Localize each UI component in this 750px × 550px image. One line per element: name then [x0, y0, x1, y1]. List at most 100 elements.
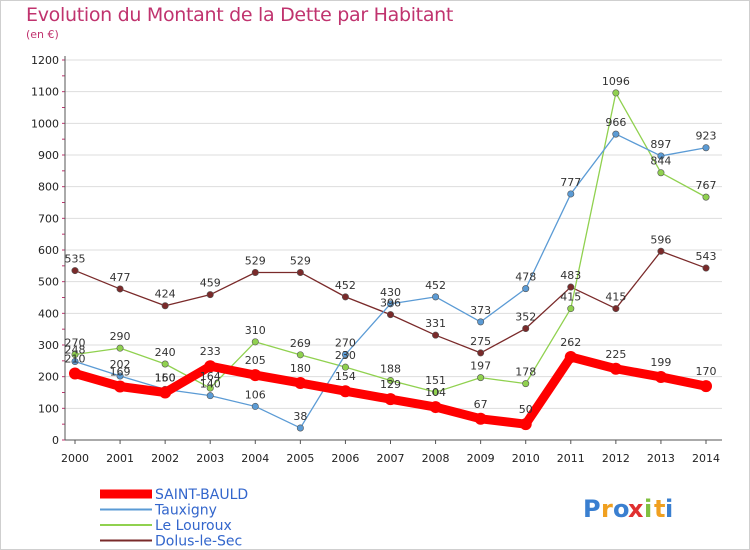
data-label: 310 — [245, 324, 266, 337]
data-point — [657, 247, 665, 255]
x-tick-label: 2014 — [692, 452, 720, 465]
logo-letter: i — [644, 495, 652, 523]
y-tick-label: 900 — [38, 149, 59, 162]
data-label: 1096 — [602, 75, 630, 88]
data-label: 205 — [245, 354, 266, 367]
y-tick-label: 700 — [38, 212, 59, 225]
data-point — [612, 130, 620, 138]
data-point — [206, 392, 214, 400]
data-point — [116, 372, 124, 380]
data-label: 923 — [696, 130, 717, 143]
y-tick-label: 500 — [38, 276, 59, 289]
data-point — [612, 89, 620, 97]
data-point — [567, 190, 575, 198]
y-tick-label: 0 — [52, 434, 59, 447]
y-tick-label: 1000 — [31, 117, 59, 130]
data-point — [386, 376, 394, 384]
data-point — [341, 363, 349, 371]
chart-title: Evolution du Montant de la Dette par Hab… — [26, 4, 454, 26]
data-point — [249, 369, 262, 382]
data-point — [432, 331, 440, 339]
data-label: 352 — [515, 311, 536, 324]
y-tick-label: 100 — [38, 402, 59, 415]
y-tick-label: 800 — [38, 181, 59, 194]
data-point — [609, 362, 622, 375]
data-label: 151 — [425, 374, 446, 387]
data-point — [429, 401, 442, 414]
data-label: 178 — [515, 366, 536, 379]
data-point — [657, 152, 665, 160]
data-label: 275 — [470, 335, 491, 348]
data-point — [564, 351, 577, 364]
data-label: 240 — [155, 346, 176, 359]
data-label: 966 — [605, 116, 626, 129]
data-point — [522, 285, 530, 293]
data-point — [251, 338, 259, 346]
logo-letter: x — [628, 495, 644, 523]
data-point — [341, 293, 349, 301]
data-label: 150 — [155, 372, 176, 385]
data-label: 129 — [380, 378, 401, 391]
x-tick-label: 2002 — [151, 452, 179, 465]
data-point — [700, 380, 712, 393]
data-point — [296, 424, 304, 432]
data-label: 169 — [110, 365, 131, 378]
data-point — [384, 393, 397, 406]
data-point — [702, 264, 710, 272]
logo-letter: o — [613, 495, 630, 523]
data-point — [567, 305, 575, 313]
data-label: 396 — [380, 297, 401, 310]
data-point — [432, 388, 440, 396]
data-label: 197 — [470, 360, 491, 373]
data-point — [161, 302, 169, 310]
data-point — [206, 384, 214, 392]
data-label: 104 — [425, 386, 446, 399]
data-labels: 210 169 150 233 205 180 154 129 104 67 50 262 225 199… — [65, 75, 717, 423]
x-tick-label: 2003 — [196, 452, 224, 465]
data-point — [522, 325, 530, 333]
data-point — [339, 385, 352, 398]
x-tick-label: 2010 — [512, 452, 540, 465]
data-point — [251, 268, 259, 276]
data-label: 160 — [155, 371, 176, 384]
logo-letter: i — [665, 495, 673, 523]
data-point — [702, 144, 710, 152]
logo-letter: r — [601, 495, 613, 523]
x-tick-label: 2004 — [241, 452, 269, 465]
data-label: 233 — [200, 345, 221, 358]
data-label: 67 — [474, 398, 488, 411]
x-tick-label: 2006 — [331, 452, 359, 465]
y-tick-label: 200 — [38, 371, 59, 384]
data-point — [477, 349, 485, 357]
data-point — [71, 267, 79, 275]
data-point — [567, 283, 575, 291]
data-point — [386, 300, 394, 308]
y-tick-label: 600 — [38, 244, 59, 257]
data-point — [386, 311, 394, 319]
x-tick-label: 2001 — [106, 452, 134, 465]
data-label: 535 — [65, 253, 86, 266]
data-point — [71, 357, 79, 365]
data-point — [522, 380, 530, 388]
legend-label: SAINT-BAULD — [155, 487, 248, 503]
data-point — [161, 360, 169, 368]
data-label: 529 — [290, 254, 311, 267]
data-point — [654, 370, 667, 383]
y-tick-label: 1100 — [31, 86, 59, 99]
legend-label: Dolus-le-Sec — [155, 534, 242, 550]
y-tick-label: 300 — [38, 339, 59, 352]
y-tick-label: 400 — [38, 307, 59, 320]
data-label: 430 — [380, 286, 401, 299]
data-point — [116, 285, 124, 293]
data-label: 452 — [335, 279, 356, 292]
data-label: 529 — [245, 254, 266, 267]
data-point — [519, 418, 532, 431]
data-label: 373 — [470, 304, 491, 317]
data-point — [71, 350, 79, 358]
data-point — [432, 293, 440, 301]
data-label: 188 — [380, 362, 401, 375]
data-label: 269 — [290, 337, 311, 350]
data-label: 164 — [200, 370, 221, 383]
data-label: 331 — [425, 317, 446, 330]
data-label: 154 — [335, 370, 356, 383]
